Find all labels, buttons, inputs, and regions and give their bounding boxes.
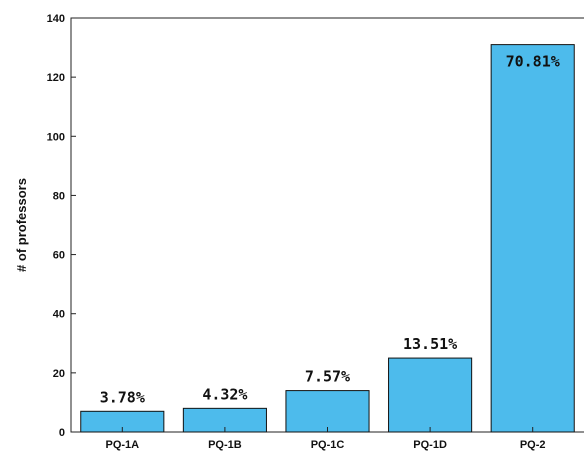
y-tick-label: 100 (47, 131, 65, 143)
data-label: 7.57% (305, 368, 350, 386)
y-tick-label: 20 (53, 368, 65, 380)
y-tick-label: 40 (53, 309, 65, 321)
bars (80, 44, 575, 433)
y-tick-label: 120 (47, 72, 65, 84)
bar-pq-1c (285, 390, 370, 433)
y-tick-label: 140 (47, 13, 65, 25)
x-tick-label: PQ-1B (208, 439, 242, 451)
x-tick-label: PQ-1D (413, 439, 447, 451)
y-tick-label: 80 (53, 190, 65, 202)
data-label: 3.78% (100, 388, 145, 406)
x-tick-label: PQ-1A (105, 439, 139, 451)
y-tick-label: 60 (53, 250, 65, 262)
y-axis-title: # of professors (14, 178, 29, 272)
y-axis-ticks: 0 20 40 60 80 100 120 140 (47, 13, 76, 439)
bar-pq-2 (490, 44, 575, 433)
y-tick-label: 0 (59, 427, 65, 439)
x-axis-labels: PQ-1A PQ-1B PQ-1C PQ-1D PQ-2 (105, 427, 546, 451)
bar-pq-1d (388, 357, 473, 433)
data-label: 13.51% (403, 335, 457, 353)
data-label: 4.32% (202, 385, 247, 403)
x-tick-label: PQ-1C (311, 439, 345, 451)
x-tick-label: PQ-2 (520, 439, 546, 451)
data-label: 70.81% (506, 53, 560, 71)
data-labels: 3.78% 4.32% 7.57% 13.51% 70.81% (100, 53, 560, 407)
